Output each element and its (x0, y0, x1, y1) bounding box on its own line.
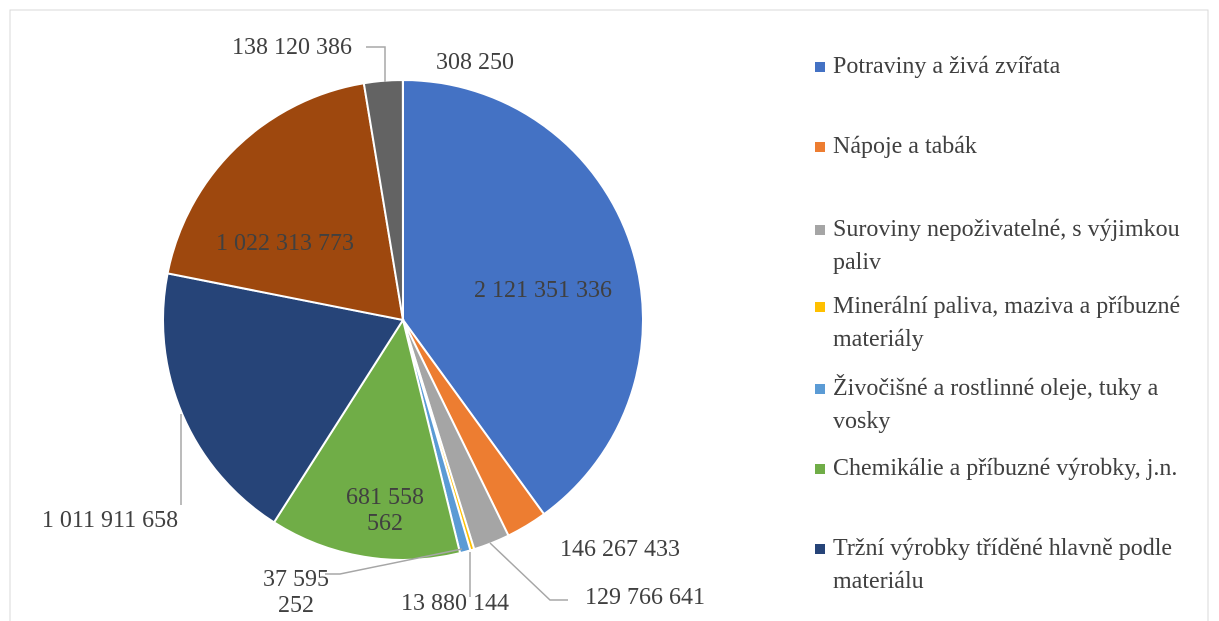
legend-label: Chemikálie a příbuzné výrobky, j.n. (833, 455, 1178, 481)
pie-slice (166, 82, 405, 322)
legend-swatch (815, 62, 825, 72)
pie-slice (162, 272, 405, 524)
legend-swatch (815, 225, 825, 235)
legend-swatch (815, 544, 825, 554)
pie-slice (272, 317, 462, 561)
chart-border (9, 9, 1209, 621)
pie-slice (402, 78, 644, 516)
legend-label: Nápoje a tabák (833, 133, 977, 159)
data-label: 2 121 351 336 (474, 277, 612, 303)
data-label: 681 558 562 (346, 484, 424, 536)
legend-swatch (815, 142, 825, 152)
legend-label: Minerální paliva, maziva a příbuzné mate… (833, 293, 1181, 352)
leader-line (325, 548, 463, 575)
leader-line (489, 542, 568, 601)
data-label: 37 595 252 (263, 566, 329, 618)
data-label: 13 880 144 (401, 590, 509, 616)
data-label: 1 011 911 658 (41, 507, 179, 533)
legend-label: Potraviny a živá zvířata (833, 53, 1061, 79)
data-label: 1 022 313 773 (216, 230, 354, 256)
legend-label: Živočišné a rostlinné oleje, tuky a vosk… (833, 375, 1159, 434)
data-label: 138 120 386 (232, 34, 352, 60)
legend-swatch (815, 464, 825, 474)
leader-line (366, 46, 386, 82)
data-label: 308 250 (436, 49, 514, 75)
data-label: 129 766 641 (585, 584, 705, 610)
legend-swatch (815, 302, 825, 312)
legend-label: Suroviny nepoživatelné, s výjimkou paliv (833, 216, 1180, 275)
data-label: 146 267 433 (560, 536, 680, 562)
legend-label: Tržní výrobky tříděné hlavně podle mater… (833, 535, 1173, 594)
legend-swatch (815, 384, 825, 394)
